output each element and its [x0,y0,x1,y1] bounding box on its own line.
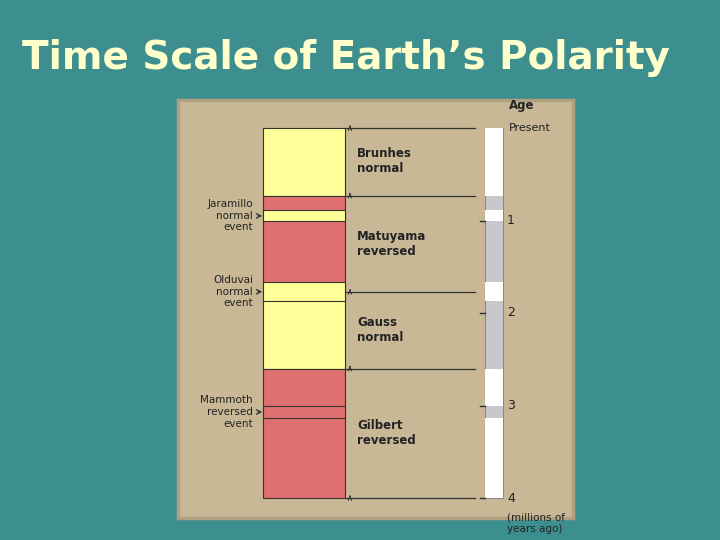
Bar [485,368,503,407]
Text: Age: Age [509,99,534,112]
Text: Jaramillo
normal
event: Jaramillo normal event [207,199,253,233]
Text: Present: Present [509,123,551,133]
Text: Gauss
normal: Gauss normal [357,316,403,344]
Bar [178,100,573,518]
Bar [485,418,503,498]
Bar [263,128,345,195]
Text: 3: 3 [507,399,515,412]
Text: 4: 4 [507,491,515,504]
Bar [263,368,345,498]
Bar [263,210,345,221]
Bar [263,282,345,301]
Text: Gilbert
reversed: Gilbert reversed [357,419,415,447]
Text: Time Scale of Earth’s Polarity: Time Scale of Earth’s Polarity [22,39,670,77]
Text: 1: 1 [507,214,515,227]
Bar [485,210,503,221]
Text: Brunhes
normal: Brunhes normal [357,147,412,176]
Bar [485,128,503,195]
Bar [263,292,345,368]
Text: Matuyama
reversed: Matuyama reversed [357,230,426,258]
Bar [485,282,503,301]
Bar [485,128,503,498]
Text: Olduvai
normal
event: Olduvai normal event [213,275,253,308]
Text: Mammoth
reversed
event: Mammoth reversed event [200,395,253,429]
Bar [263,407,345,418]
Text: 2: 2 [507,307,515,320]
Bar [263,195,345,292]
Text: (millions of
years ago): (millions of years ago) [507,512,565,534]
